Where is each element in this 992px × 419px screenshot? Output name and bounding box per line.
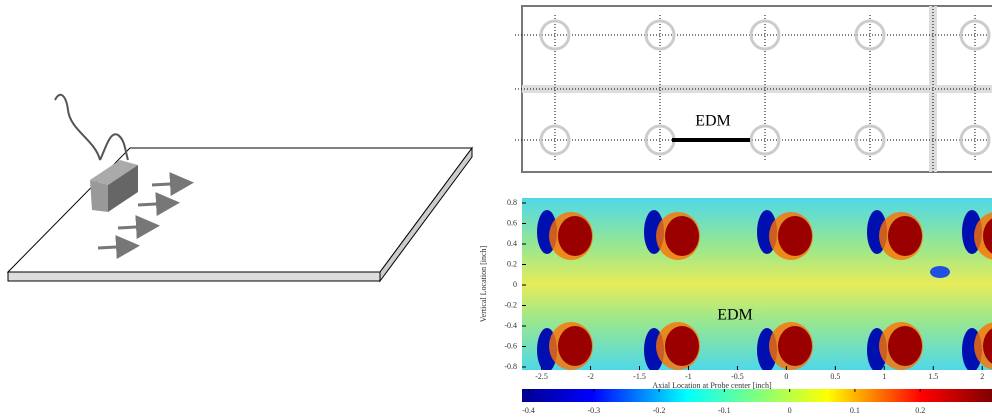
x-tick-label: 1.5	[928, 372, 938, 381]
red-region	[665, 326, 699, 366]
red-region	[888, 326, 922, 366]
red-region	[983, 328, 992, 364]
heatmap: EDM Vertical Location [inch] Axial Locat…	[479, 198, 992, 402]
colorbar-tick-label: -0.4	[522, 406, 535, 415]
red-region	[558, 326, 592, 366]
x-axis-label: Axial Location at Probe center [inch]	[652, 381, 772, 390]
y-tick-label: -0.2	[504, 300, 517, 309]
x-tick-label: 2	[980, 372, 984, 381]
blue-region	[930, 266, 950, 278]
specimen-diagram: EDM	[515, 5, 992, 173]
edm-label: EDM	[695, 113, 731, 130]
colorbar-tick-label: 0	[788, 406, 792, 415]
red-region	[778, 216, 812, 256]
colorbar-tick-label: -0.1	[718, 406, 731, 415]
y-tick-label: -0.4	[504, 321, 517, 330]
red-region	[558, 216, 592, 256]
red-region	[983, 218, 992, 254]
colorbar	[522, 389, 992, 402]
x-tick-label: -1.5	[633, 372, 646, 381]
plate-schematic	[6, 93, 473, 283]
y-axis-label: Vertical Location [inch]	[479, 245, 488, 322]
colorbar-tick-label: 0.2	[915, 406, 925, 415]
y-tick-label: 0.4	[507, 239, 517, 248]
colorbar-tick-label: -0.2	[653, 406, 666, 415]
y-tick-label: -0.8	[504, 362, 517, 371]
x-tick-label: -1	[685, 372, 692, 381]
x-tick-label: 0	[784, 372, 788, 381]
x-tick-label: -2	[587, 372, 594, 381]
x-tick-label: -2.5	[535, 372, 548, 381]
y-tick-label: 0	[513, 280, 517, 289]
x-tick-label: -0.5	[731, 372, 744, 381]
y-tick-label: 0.6	[507, 218, 517, 227]
red-region	[778, 326, 812, 366]
red-region	[665, 216, 699, 256]
y-tick-label: 0.2	[507, 259, 517, 268]
x-tick-label: 0.5	[830, 372, 840, 381]
red-region	[888, 216, 922, 256]
y-tick-label: 0.8	[507, 198, 517, 207]
edm-annotation: EDM	[717, 307, 753, 324]
y-tick-label: -0.6	[504, 341, 517, 350]
x-tick-label: 1	[882, 372, 886, 381]
colorbar-tick-label: -0.3	[587, 406, 600, 415]
colorbar-tick-label: 0.1	[850, 406, 860, 415]
